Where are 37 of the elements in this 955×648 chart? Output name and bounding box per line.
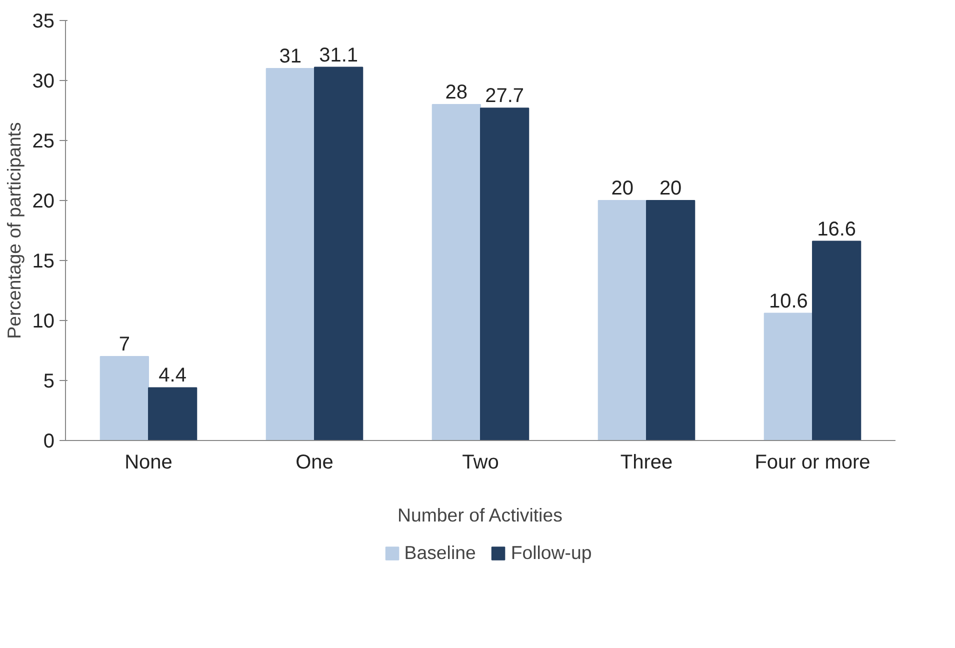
data-label: 31.1 <box>319 44 358 66</box>
x-tick-label: One <box>296 452 334 474</box>
legend-label: Follow-up <box>510 542 592 564</box>
data-label: 4.4 <box>158 364 186 387</box>
y-tick-label: 35 <box>32 10 55 32</box>
data-label: 16.6 <box>817 218 856 240</box>
bar <box>764 312 813 440</box>
y-tick-label: 15 <box>32 250 55 272</box>
bar <box>432 104 481 440</box>
bar <box>100 356 149 440</box>
x-tick-label: Three <box>620 452 673 474</box>
data-label: 7 <box>118 334 130 356</box>
data-label: 10.6 <box>768 290 808 312</box>
bar <box>598 200 647 440</box>
bar <box>314 66 364 440</box>
x-tick-label: Four or more <box>754 452 870 474</box>
legend-label: Baseline <box>404 542 476 564</box>
y-tick-label: 25 <box>32 130 55 152</box>
data-label: 28 <box>445 82 468 104</box>
data-label: 20 <box>659 178 682 200</box>
y-tick-label: 5 <box>43 370 54 392</box>
x-tick-label: None <box>124 452 172 474</box>
data-label: 27.7 <box>485 85 524 108</box>
data-label: 31 <box>279 46 302 68</box>
bar <box>148 387 198 440</box>
y-axis-title: Percentage of participants <box>3 122 24 339</box>
x-tick-label: Two <box>462 452 499 474</box>
bar <box>480 108 530 440</box>
bar <box>266 68 315 440</box>
x-axis-title: Number of Activities <box>398 504 562 526</box>
bar <box>646 200 696 440</box>
bar <box>812 240 862 440</box>
y-tick-label: 20 <box>32 190 55 212</box>
data-label: 20 <box>611 178 634 200</box>
y-tick-label: 0 <box>43 430 54 452</box>
y-tick-label: 30 <box>32 70 55 92</box>
y-tick-label: 10 <box>32 310 55 332</box>
